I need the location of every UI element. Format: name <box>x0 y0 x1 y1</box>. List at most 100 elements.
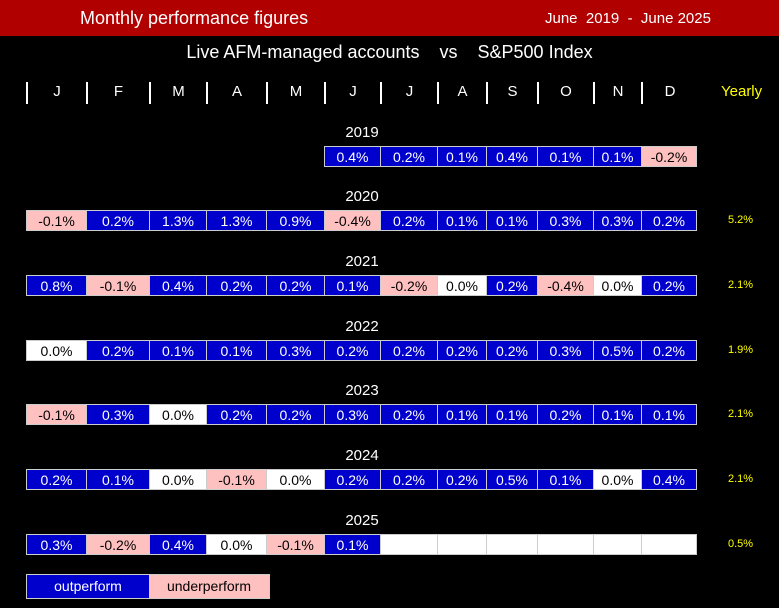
month-cell: 0.9% <box>266 210 324 231</box>
month-label: A <box>206 82 266 104</box>
month-label: J <box>26 82 86 104</box>
yearly-value: 1.9% <box>728 344 754 356</box>
month-cell <box>486 534 537 555</box>
month-label: N <box>593 82 641 104</box>
month-cell: 0.1% <box>437 146 486 167</box>
month-cell: 0.2% <box>380 404 437 425</box>
month-cell: 0.1% <box>537 146 593 167</box>
month-cell: 0.4% <box>641 469 697 490</box>
month-cell: 0.3% <box>537 210 593 231</box>
month-cell: 0.2% <box>26 469 86 490</box>
month-cell: 0.2% <box>641 210 697 231</box>
month-cell: 0.2% <box>641 340 697 361</box>
month-label: J <box>324 82 380 104</box>
month-cell: 0.2% <box>641 275 697 296</box>
month-label: M <box>266 82 324 104</box>
month-cell: -0.2% <box>86 534 149 555</box>
legend: outperform underperform <box>26 574 270 599</box>
month-label: O <box>537 82 593 104</box>
month-cell: 0.1% <box>206 340 266 361</box>
month-cell: 0.1% <box>437 210 486 231</box>
subtitle: Live AFM-managed accounts vs S&P500 Inde… <box>186 42 593 62</box>
month-label: A <box>437 82 486 104</box>
month-cell: 0.0% <box>266 469 324 490</box>
page-title: Monthly performance figures <box>80 8 309 28</box>
month-cell: 0.2% <box>537 404 593 425</box>
month-cell: 0.8% <box>26 275 86 296</box>
legend-underperform: underperform <box>149 575 269 598</box>
month-cell: 0.2% <box>206 275 266 296</box>
month-cell: 0.1% <box>324 534 380 555</box>
month-cell: -0.4% <box>324 210 380 231</box>
month-cell: 0.0% <box>593 275 641 296</box>
month-label: M <box>149 82 206 104</box>
year-title: 2019 <box>345 124 379 141</box>
month-cell: 0.2% <box>380 340 437 361</box>
year-title: 2022 <box>345 318 379 335</box>
month-cell: 0.2% <box>437 340 486 361</box>
month-cell: -0.1% <box>26 404 86 425</box>
month-cell: 0.1% <box>486 404 537 425</box>
month-cell: 0.5% <box>486 469 537 490</box>
month-cell: 0.3% <box>593 210 641 231</box>
date-range: June 2019 - June 2025 <box>545 10 711 27</box>
year-title: 2023 <box>345 382 379 399</box>
month-cell: 0.3% <box>537 340 593 361</box>
month-cell: 1.3% <box>206 210 266 231</box>
month-cell: 0.0% <box>26 340 86 361</box>
month-cell: 0.2% <box>266 404 324 425</box>
month-cell <box>437 534 486 555</box>
month-cell: 0.2% <box>486 275 537 296</box>
month-cell: 0.1% <box>593 146 641 167</box>
month-cell: 0.3% <box>324 404 380 425</box>
month-cell: 0.1% <box>324 275 380 296</box>
month-cell: -0.2% <box>641 146 697 167</box>
year-title: 2020 <box>345 188 379 205</box>
month-cell: 0.0% <box>149 469 206 490</box>
month-cell: -0.4% <box>537 275 593 296</box>
month-cell: 0.0% <box>149 404 206 425</box>
month-cell <box>380 534 437 555</box>
month-cell: 0.1% <box>486 210 537 231</box>
year-title: 2025 <box>345 512 379 529</box>
month-cell: 0.1% <box>537 469 593 490</box>
month-cell: 0.1% <box>149 340 206 361</box>
year-title: 2024 <box>345 447 379 464</box>
month-cell: 0.2% <box>86 210 149 231</box>
month-cell <box>593 534 641 555</box>
month-cell: 0.2% <box>380 210 437 231</box>
legend-outperform: outperform <box>27 575 149 598</box>
month-cell: 0.4% <box>149 275 206 296</box>
month-cell: 0.1% <box>641 404 697 425</box>
month-cell: 0.2% <box>86 340 149 361</box>
month-label: D <box>641 82 697 104</box>
yearly-value: 2.1% <box>728 408 754 420</box>
yearly-value: 5.2% <box>728 214 754 226</box>
month-cell: 0.1% <box>437 404 486 425</box>
yearly-column-label: Yearly <box>721 83 763 100</box>
month-cell: -0.1% <box>266 534 324 555</box>
month-label: S <box>486 82 537 104</box>
month-label: J <box>380 82 437 104</box>
month-cell: -0.1% <box>26 210 86 231</box>
month-cell: 0.5% <box>593 340 641 361</box>
month-cell: 0.0% <box>437 275 486 296</box>
month-cell: 0.1% <box>86 469 149 490</box>
month-cell: -0.1% <box>86 275 149 296</box>
month-cell: 0.3% <box>266 340 324 361</box>
month-cell: 0.4% <box>486 146 537 167</box>
month-cell: 0.4% <box>149 534 206 555</box>
month-cell: 0.2% <box>266 275 324 296</box>
month-cell: 0.2% <box>437 469 486 490</box>
month-cell: 0.0% <box>593 469 641 490</box>
title-bar: Monthly performance figures June 2019 - … <box>0 0 779 36</box>
month-cell: -0.1% <box>206 469 266 490</box>
year-title: 2021 <box>345 253 379 270</box>
yearly-value: 0.5% <box>728 538 754 550</box>
month-cell: 0.3% <box>86 404 149 425</box>
month-cell: -0.2% <box>380 275 437 296</box>
yearly-value: 2.1% <box>728 473 754 485</box>
month-cell: 0.4% <box>324 146 380 167</box>
month-cell: 0.2% <box>380 146 437 167</box>
yearly-value: 2.1% <box>728 279 754 291</box>
